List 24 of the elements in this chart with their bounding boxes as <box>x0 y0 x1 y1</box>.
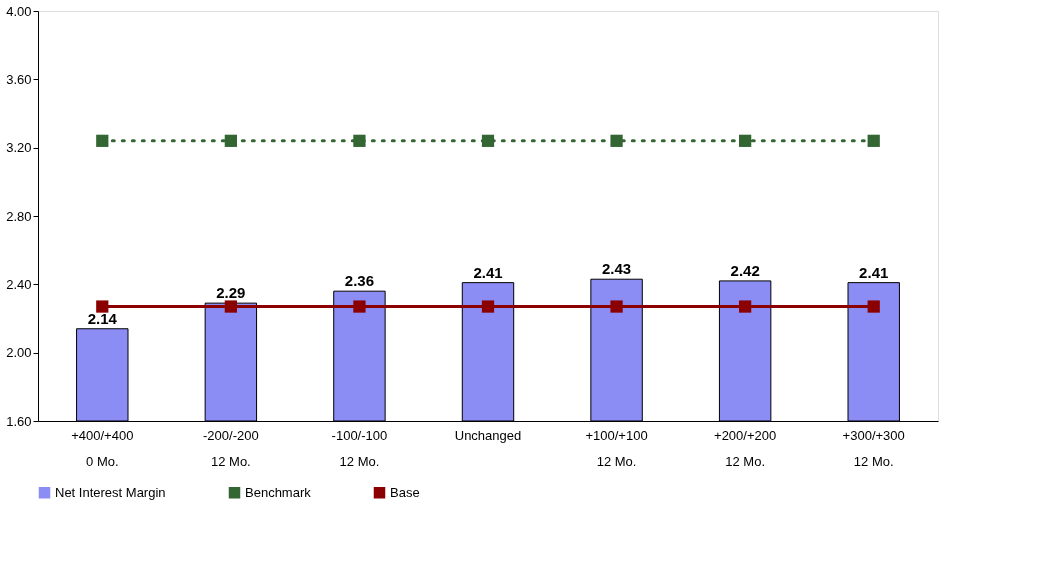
data-label: 2.41 <box>859 263 889 281</box>
y-tick-label: 4.00 <box>6 3 32 19</box>
data-label: 2.36 <box>344 272 375 290</box>
y-tick-label: 2.80 <box>6 208 32 224</box>
y-tick-label: 3.60 <box>6 71 32 87</box>
y-tick-label: 2.40 <box>6 276 32 292</box>
legend-label: Net Interest Margin <box>55 484 166 500</box>
data-label: 2.43 <box>601 260 632 278</box>
y-tick-label: 3.20 <box>6 140 32 156</box>
y-tick-label: 1.60 <box>6 413 32 429</box>
x-tick-label: +100/+100 12 Mo. <box>585 427 648 469</box>
data-label: 2.42 <box>730 261 760 279</box>
y-tick-label: 2.00 <box>6 345 32 361</box>
x-tick-label: -200/-200 12 Mo. <box>203 427 259 469</box>
data-label: 2.29 <box>216 284 246 302</box>
legend-label: Base <box>390 484 420 500</box>
data-label: 2.41 <box>473 263 503 281</box>
x-tick-label: Unchanged <box>454 427 522 443</box>
x-tick-label: +400/+400 0 Mo. <box>71 427 134 469</box>
x-tick-label: +200/+200 12 Mo. <box>714 427 777 469</box>
data-label: 2.14 <box>87 309 118 327</box>
legend-label: Benchmark <box>245 484 312 500</box>
x-tick-label: +300/+300 12 Mo. <box>842 427 905 469</box>
x-tick-label: -100/-100 12 Mo. <box>331 427 388 469</box>
